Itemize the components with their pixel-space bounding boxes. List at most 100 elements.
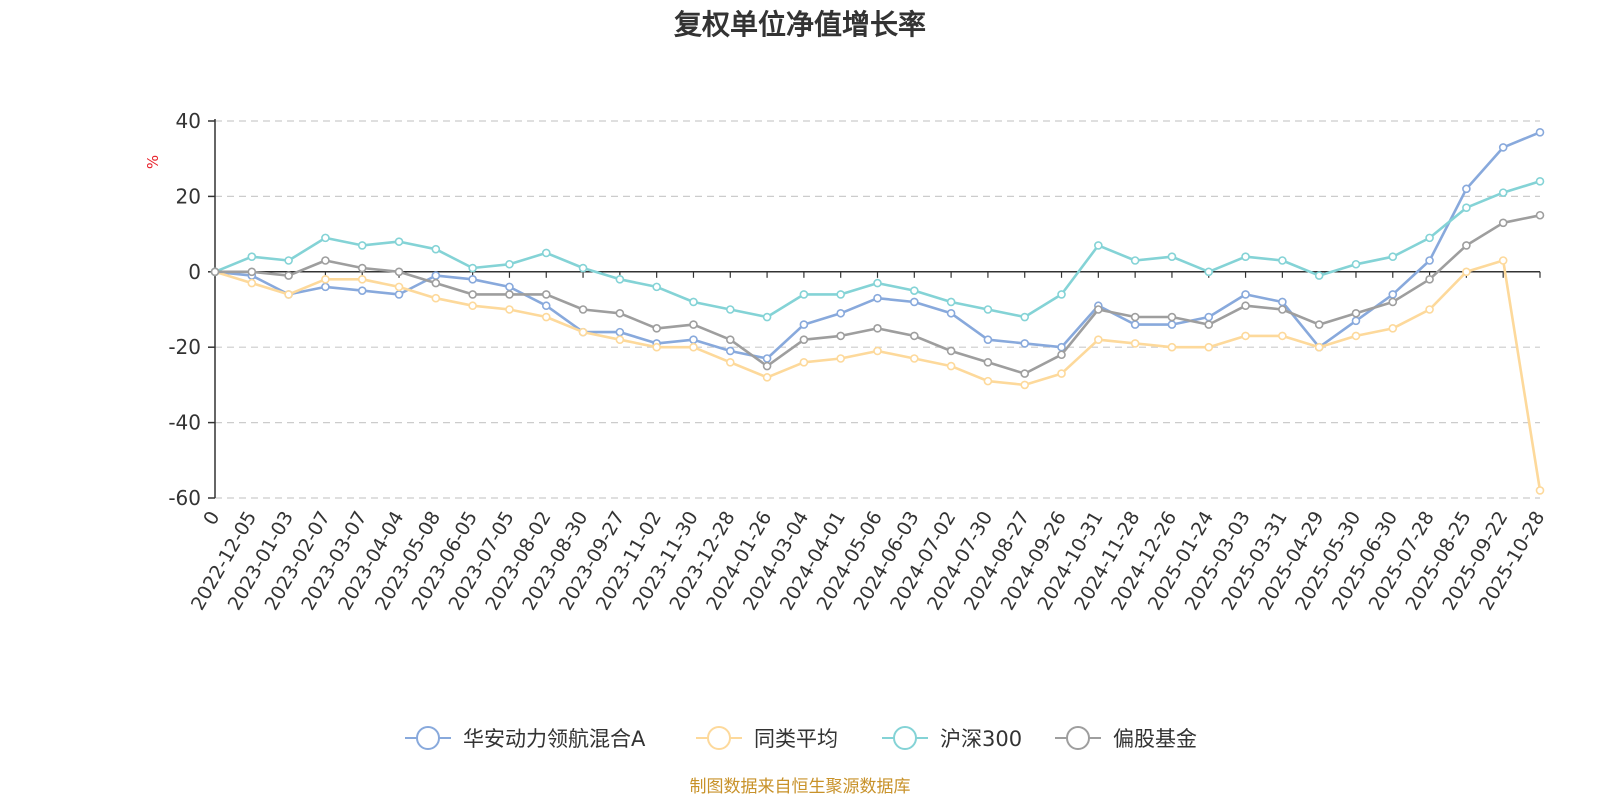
data-point	[689, 335, 698, 344]
y-tick-label: 20	[176, 184, 201, 208]
data-point	[1498, 256, 1508, 265]
y-tick-label: -20	[168, 335, 201, 359]
data-point	[615, 327, 625, 337]
data-point	[799, 335, 809, 344]
data-point	[689, 342, 698, 352]
data-point	[321, 275, 330, 284]
series-lines	[210, 128, 1545, 495]
data-point	[321, 233, 330, 243]
data-point	[910, 331, 919, 341]
data-point	[725, 305, 735, 314]
data-point	[394, 282, 404, 292]
data-point	[1278, 297, 1287, 307]
data-point	[1094, 335, 1103, 344]
data-point	[468, 301, 477, 311]
data-source-note: 制图数据来自恒生聚源数据库	[690, 777, 911, 797]
data-point	[983, 376, 993, 386]
data-point	[1204, 342, 1214, 352]
legend: 华安动力领航混合A 同类平均 沪深300 偏股基金	[405, 726, 1197, 751]
y-tick-label: -60	[168, 486, 201, 510]
data-point	[505, 259, 514, 269]
data-point	[1314, 271, 1324, 280]
data-point	[873, 346, 882, 356]
data-point	[725, 346, 735, 356]
data-point	[946, 346, 956, 356]
data-point	[1204, 320, 1214, 329]
data-point	[615, 335, 625, 344]
data-point	[983, 357, 993, 367]
data-point	[910, 354, 919, 363]
data-point	[394, 237, 404, 246]
data-point	[689, 297, 698, 307]
data-point	[1462, 203, 1471, 213]
data-point	[1498, 188, 1508, 197]
y-tick-label: 40	[176, 109, 201, 133]
data-point	[1388, 252, 1398, 262]
data-point	[1351, 331, 1361, 341]
data-point	[762, 373, 772, 382]
data-point	[505, 282, 514, 292]
data-point	[247, 278, 257, 288]
data-point	[1057, 350, 1066, 360]
data-point	[321, 282, 330, 292]
data-point	[284, 290, 293, 299]
data-point	[431, 278, 441, 288]
data-point	[910, 286, 919, 295]
data-point	[1241, 301, 1250, 311]
data-point	[946, 308, 956, 318]
data-point	[1425, 275, 1434, 284]
data-point	[1057, 369, 1066, 378]
y-axis-unit: %	[144, 155, 162, 169]
data-point	[1498, 143, 1508, 152]
data-point	[1535, 486, 1545, 495]
legend-label: 偏股基金	[1113, 727, 1197, 751]
data-point	[1057, 290, 1066, 299]
data-point	[284, 271, 293, 280]
data-point	[799, 290, 809, 299]
data-point	[836, 331, 845, 341]
data-point	[1388, 290, 1398, 299]
data-point	[983, 305, 993, 314]
data-point	[578, 327, 588, 337]
data-point	[1314, 342, 1324, 352]
data-point	[505, 305, 514, 314]
legend-marker	[1066, 726, 1090, 750]
data-point	[357, 275, 367, 284]
data-point	[836, 308, 845, 318]
data-point	[1425, 233, 1434, 243]
data-point	[394, 290, 404, 299]
data-point	[321, 256, 330, 265]
data-point	[652, 282, 661, 292]
data-point	[284, 256, 293, 265]
data-point	[505, 290, 514, 299]
data-point	[578, 263, 588, 273]
data-point	[983, 335, 993, 344]
data-point	[762, 361, 772, 371]
chart-title: 复权单位净值增长率	[674, 8, 926, 41]
grid-lines	[215, 120, 1540, 499]
legend-marker	[893, 726, 917, 750]
data-point	[468, 263, 477, 273]
data-point	[431, 244, 441, 254]
data-point	[836, 290, 845, 299]
data-point	[873, 324, 882, 333]
data-point	[394, 267, 404, 277]
y-tick-label: 0	[188, 260, 201, 284]
data-point	[1314, 320, 1324, 329]
data-point	[1535, 177, 1545, 186]
data-point	[1278, 256, 1287, 265]
data-point	[1020, 369, 1030, 378]
data-point	[946, 297, 956, 307]
data-point	[247, 252, 257, 262]
data-point	[541, 312, 551, 322]
data-point	[1278, 305, 1287, 314]
axes	[208, 119, 1541, 499]
data-point	[1167, 342, 1177, 352]
data-point	[1462, 267, 1471, 277]
data-point	[468, 275, 477, 284]
data-point	[468, 290, 477, 299]
data-point	[1130, 339, 1140, 348]
data-point	[652, 342, 661, 352]
data-point	[541, 248, 551, 258]
